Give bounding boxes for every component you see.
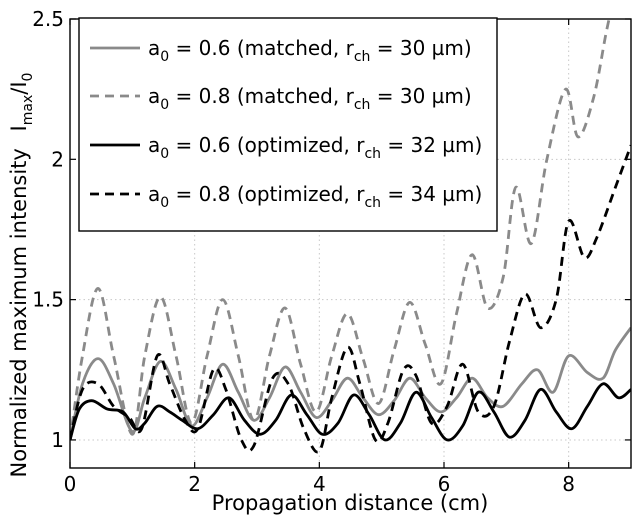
y-axis-label-zero: 0	[20, 73, 36, 82]
legend-entry-4: a0 = 0.8 (optimized, rch = 34 µm)	[90, 182, 482, 211]
x-axis-label: Propagation distance (cm)	[212, 491, 489, 515]
legend-entry-3: a0 = 0.6 (optimized, rch = 32 µm)	[90, 133, 482, 162]
series-line-1	[70, 326, 631, 441]
legend-entry-2: a0 = 0.8 (matched, rch = 30 µm)	[90, 84, 472, 113]
y-tick-label: 2.5	[32, 7, 64, 31]
y-tick-label: 2	[51, 147, 64, 171]
legend-label: a0 = 0.8 (optimized, rch = 34 µm)	[148, 182, 482, 211]
legend: a0 = 0.6 (matched, rch = 30 µm) a0 = 0.8 …	[78, 17, 498, 232]
x-tick-label: 2	[188, 472, 201, 496]
y-axis-label-i: I	[7, 125, 31, 131]
y-axis-label-max: max	[20, 95, 36, 126]
legend-label: a0 = 0.6 (matched, rch = 30 µm)	[148, 36, 472, 65]
y-tick-label: 1.5	[32, 288, 64, 312]
x-tick-label: 8	[562, 472, 575, 496]
legend-label: a0 = 0.8 (matched, rch = 30 µm)	[148, 84, 472, 113]
x-tick-label: 0	[64, 472, 77, 496]
series-line-4	[70, 144, 631, 454]
y-tick-label: 1	[51, 428, 64, 452]
svg-text:Normalized maximum intensity: Normalized maximum intensity Imax/I0	[7, 73, 36, 478]
legend-label: a0 = 0.6 (optimized, rch = 32 µm)	[148, 133, 482, 162]
series-line-3	[70, 382, 631, 442]
x-tick-label: 4	[313, 472, 326, 496]
y-axis-label-main: Normalized maximum intensity	[7, 148, 31, 477]
y-axis-label-slash: /I	[7, 81, 31, 94]
plot-series	[70, 19, 631, 454]
legend-entry-1: a0 = 0.6 (matched, rch = 30 µm)	[90, 36, 472, 65]
y-axis-label: Normalized maximum intensity Imax/I0	[7, 73, 36, 478]
legend-box	[78, 17, 498, 232]
series-line-2	[70, 19, 611, 441]
x-tick-label: 6	[438, 472, 451, 496]
